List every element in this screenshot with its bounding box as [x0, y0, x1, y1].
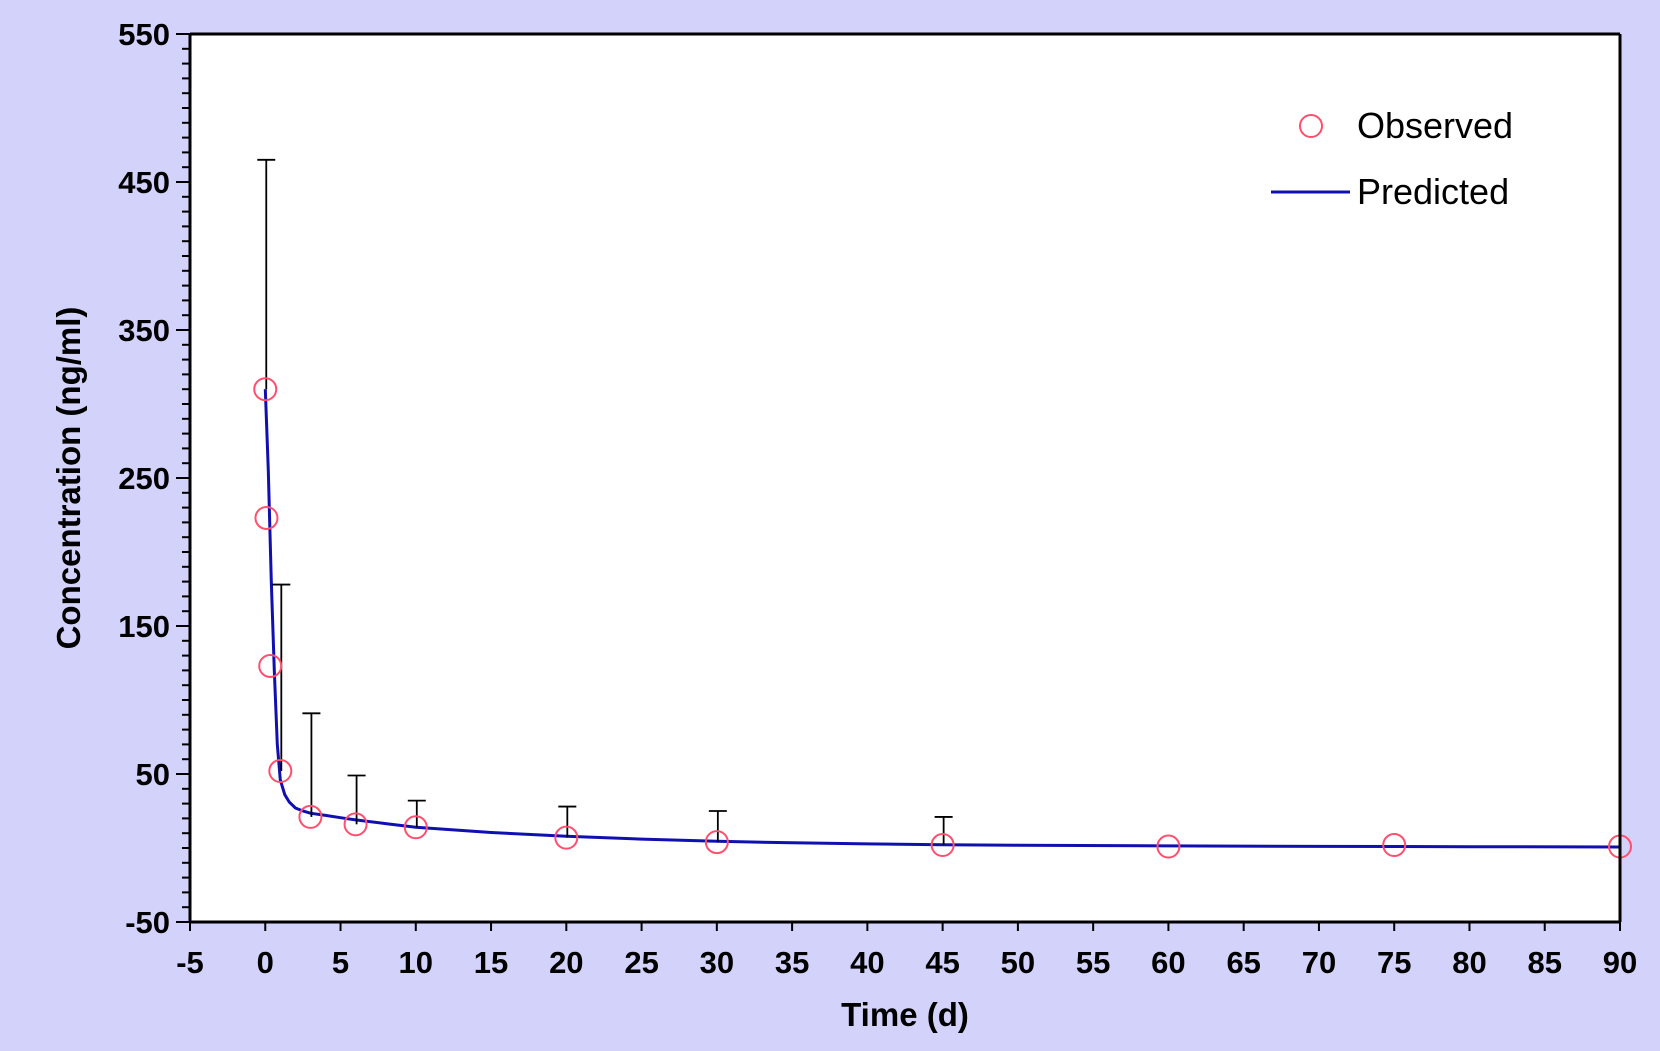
- y-tick-label: 450: [118, 165, 170, 200]
- observed-point: [554, 825, 579, 850]
- y-tick-label: 550: [118, 17, 170, 52]
- x-tick-label: 90: [1603, 945, 1637, 980]
- legend-observed-marker: [1299, 114, 1323, 138]
- predicted-line: [263, 389, 1621, 849]
- observed-point: [268, 759, 293, 784]
- x-tick-label: 10: [399, 945, 433, 980]
- x-tick-label: 60: [1151, 945, 1185, 980]
- y-tick-label: 350: [118, 313, 170, 348]
- x-tick-label: 85: [1527, 945, 1561, 980]
- x-tick-label: 45: [925, 945, 959, 980]
- x-tick-label: 20: [549, 945, 583, 980]
- x-tick-label: 25: [624, 945, 658, 980]
- legend-predicted-label: Predicted: [1357, 171, 1509, 212]
- x-tick-label: 80: [1452, 945, 1486, 980]
- observed-point: [258, 653, 283, 678]
- predicted-series: [263, 389, 1621, 849]
- observed-point: [1382, 833, 1407, 858]
- x-tick-label: -5: [176, 945, 204, 980]
- observed-point: [403, 815, 428, 840]
- y-tick-label: -50: [125, 905, 170, 940]
- x-tick-label: 75: [1377, 945, 1411, 980]
- y-tick-label: 50: [136, 757, 170, 792]
- x-tick-label: 35: [775, 945, 809, 980]
- y-axis-ticks: -50 50 150 250 350 450 550: [118, 17, 190, 940]
- x-axis-title: Time (d): [841, 996, 969, 1033]
- x-tick-label: 40: [850, 945, 884, 980]
- observed-point: [254, 505, 279, 530]
- x-axis-ticks: -5 0 5 10 15 20 25 30 35 40 45 50 55 60 65 70 75 80 85 90: [176, 922, 1637, 980]
- legend-observed-label: Observed: [1357, 105, 1513, 146]
- x-tick-label: 0: [257, 945, 274, 980]
- observed-point: [253, 377, 278, 402]
- observed-series: [253, 377, 1632, 859]
- y-tick-label: 250: [118, 461, 170, 496]
- y-tick-label: 150: [118, 609, 170, 644]
- x-tick-label: 5: [332, 945, 349, 980]
- legend: Observed Predicted: [1271, 105, 1513, 212]
- x-tick-label: 15: [474, 945, 508, 980]
- observed-point: [343, 812, 368, 837]
- x-tick-label: 55: [1076, 945, 1110, 980]
- x-tick-label: 30: [700, 945, 734, 980]
- x-tick-label: 65: [1226, 945, 1260, 980]
- observed-point: [704, 830, 729, 855]
- y-axis-title: Concentration (ng/ml): [50, 307, 87, 650]
- x-tick-label: 50: [1001, 945, 1035, 980]
- error-bars: [257, 158, 953, 846]
- observed-point: [1156, 834, 1181, 859]
- observed-point: [930, 833, 955, 858]
- plot-area: [190, 34, 1620, 922]
- x-tick-label: 70: [1302, 945, 1336, 980]
- observed-point: [298, 804, 323, 829]
